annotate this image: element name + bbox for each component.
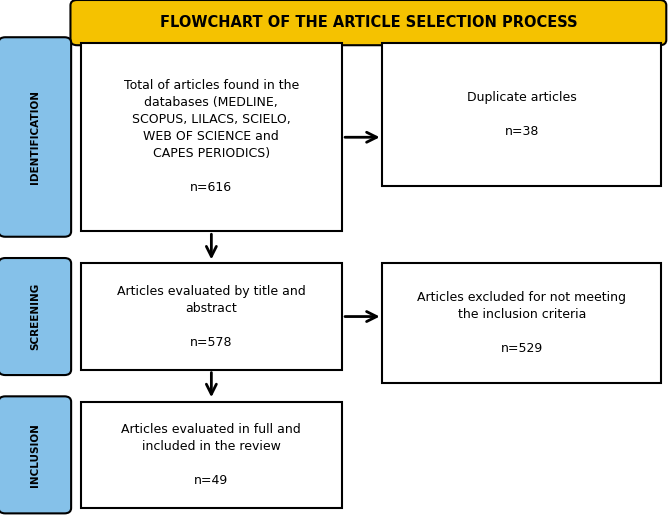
Text: INCLUSION: INCLUSION bbox=[30, 423, 40, 487]
Text: Articles excluded for not meeting
the inclusion criteria

n=529: Articles excluded for not meeting the in… bbox=[417, 291, 626, 355]
FancyBboxPatch shape bbox=[81, 402, 342, 508]
FancyBboxPatch shape bbox=[0, 258, 71, 375]
FancyBboxPatch shape bbox=[382, 43, 661, 186]
Text: IDENTIFICATION: IDENTIFICATION bbox=[30, 90, 40, 184]
FancyBboxPatch shape bbox=[70, 0, 666, 45]
FancyBboxPatch shape bbox=[81, 263, 342, 370]
FancyBboxPatch shape bbox=[0, 396, 71, 513]
Text: Articles evaluated by title and
abstract

n=578: Articles evaluated by title and abstract… bbox=[117, 285, 306, 348]
Text: Articles evaluated in full and
included in the review

n=49: Articles evaluated in full and included … bbox=[121, 423, 301, 487]
FancyBboxPatch shape bbox=[382, 263, 661, 383]
FancyBboxPatch shape bbox=[81, 43, 342, 231]
Text: SCREENING: SCREENING bbox=[30, 283, 40, 350]
FancyBboxPatch shape bbox=[0, 37, 71, 237]
Text: Duplicate articles

n=38: Duplicate articles n=38 bbox=[467, 91, 576, 138]
Text: FLOWCHART OF THE ARTICLE SELECTION PROCESS: FLOWCHART OF THE ARTICLE SELECTION PROCE… bbox=[160, 15, 577, 30]
Text: Total of articles found in the
databases (MEDLINE,
SCOPUS, LILACS, SCIELO,
WEB O: Total of articles found in the databases… bbox=[123, 79, 299, 195]
